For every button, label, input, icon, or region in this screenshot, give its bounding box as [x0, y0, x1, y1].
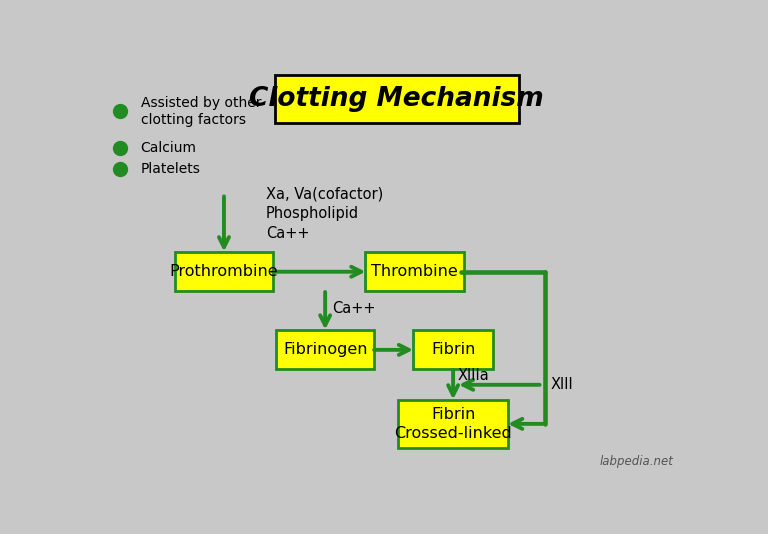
Text: Prothrombine: Prothrombine — [170, 264, 278, 279]
Text: Xa, Va(cofactor)
Phospholipid
Ca++: Xa, Va(cofactor) Phospholipid Ca++ — [266, 186, 383, 241]
Text: Clotting Mechanism: Clotting Mechanism — [249, 86, 544, 112]
FancyBboxPatch shape — [275, 75, 518, 123]
FancyBboxPatch shape — [398, 400, 508, 447]
Text: Platelets: Platelets — [141, 162, 200, 176]
Text: Fibrin: Fibrin — [431, 342, 475, 357]
FancyBboxPatch shape — [175, 252, 273, 291]
FancyBboxPatch shape — [413, 331, 493, 370]
Text: XIIIa: XIIIa — [458, 368, 490, 383]
Text: Thrombine: Thrombine — [371, 264, 458, 279]
Text: Calcium: Calcium — [141, 142, 197, 155]
Text: Assisted by other
clotting factors: Assisted by other clotting factors — [141, 96, 261, 127]
Text: Ca++: Ca++ — [333, 301, 376, 316]
Text: XIII: XIII — [550, 378, 573, 392]
FancyBboxPatch shape — [276, 331, 374, 370]
Text: Fibrin
Crossed-linked: Fibrin Crossed-linked — [394, 407, 512, 441]
FancyBboxPatch shape — [366, 252, 464, 291]
Text: Fibrinogen: Fibrinogen — [283, 342, 367, 357]
Text: labpedia.net: labpedia.net — [600, 455, 674, 468]
